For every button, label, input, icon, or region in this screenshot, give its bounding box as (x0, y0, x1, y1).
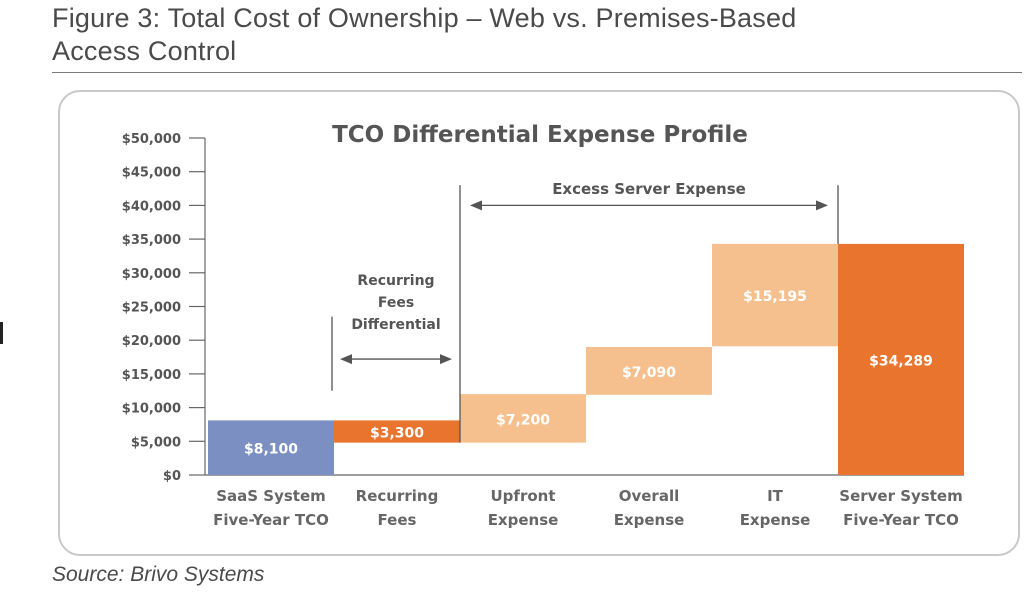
bar-value-label: $15,195 (743, 289, 807, 305)
y-tick-label: $10,000 (122, 402, 181, 417)
bar-value-label: $7,090 (622, 365, 676, 381)
waterfall-chart: TCO Differential Expense Profile $0 $5,00… (122, 122, 964, 529)
bar-3 (460, 394, 586, 443)
recurring-arrow-head-right (440, 354, 452, 365)
x-category-label: Five-Year TCO (213, 511, 329, 529)
x-category-label: Expense (488, 511, 559, 529)
bar-6 (838, 243, 964, 475)
y-tick-label: $50,000 (122, 132, 181, 147)
bar-value-label: $34,289 (869, 353, 933, 369)
recurring-annotation-text: Fees (378, 295, 414, 311)
bar-value-label: $7,200 (496, 412, 550, 428)
x-category-label: Overall (619, 487, 680, 505)
excess-annotation-text: Excess Server Expense (552, 180, 746, 198)
recurring-annotation-text: Recurring (357, 273, 434, 289)
bar-value-label: $3,300 (370, 426, 424, 442)
bar-4 (586, 347, 712, 395)
figure-title-line1: Figure 3: Total Cost of Ownership – Web … (52, 3, 797, 33)
x-category-label: Upfront (491, 487, 556, 505)
y-tick-label: $45,000 (122, 166, 181, 181)
bar-2 (334, 420, 460, 443)
recurring-arrow-head-left (340, 354, 352, 365)
bar-value-label: $8,100 (244, 442, 298, 458)
excess-arrow-head-left (470, 200, 482, 211)
x-category-label: Server System (839, 487, 962, 505)
x-category-label: Fees (378, 511, 417, 529)
y-tick-label: $30,000 (122, 267, 181, 282)
y-tick-label: $5,000 (131, 435, 181, 450)
x-category-label: IT (767, 487, 784, 505)
recurring-annotation-text: Differential (351, 317, 440, 333)
bar-5 (712, 243, 838, 347)
figure-title-line2: Access Control (52, 36, 237, 66)
y-tick-label: $35,000 (122, 233, 181, 248)
excess-arrow-head-right (816, 200, 828, 211)
x-category-label: Expense (740, 511, 811, 529)
y-tick-label: $20,000 (122, 334, 181, 349)
y-tick-label: $25,000 (122, 301, 181, 316)
source-caption: Source: Brivo Systems (52, 563, 265, 586)
y-tick-label: $40,000 (122, 199, 181, 214)
figure-title: Figure 3: Total Cost of Ownership – Web … (52, 2, 1012, 68)
x-category-label: Five-Year TCO (843, 511, 959, 529)
title-divider (52, 72, 1022, 73)
chart-panel: TCO Differential Expense Profile $0 $5,00… (58, 90, 1020, 556)
bar-1 (208, 420, 334, 475)
x-category-label: SaaS System (216, 487, 326, 505)
x-category-label: Recurring (356, 487, 439, 505)
y-tick-label: $15,000 (122, 368, 181, 383)
left-edge-mark (0, 322, 3, 344)
chart-title: TCO Differential Expense Profile (332, 122, 748, 148)
y-tick-label: $0 (163, 469, 181, 484)
x-category-label: Expense (614, 511, 685, 529)
